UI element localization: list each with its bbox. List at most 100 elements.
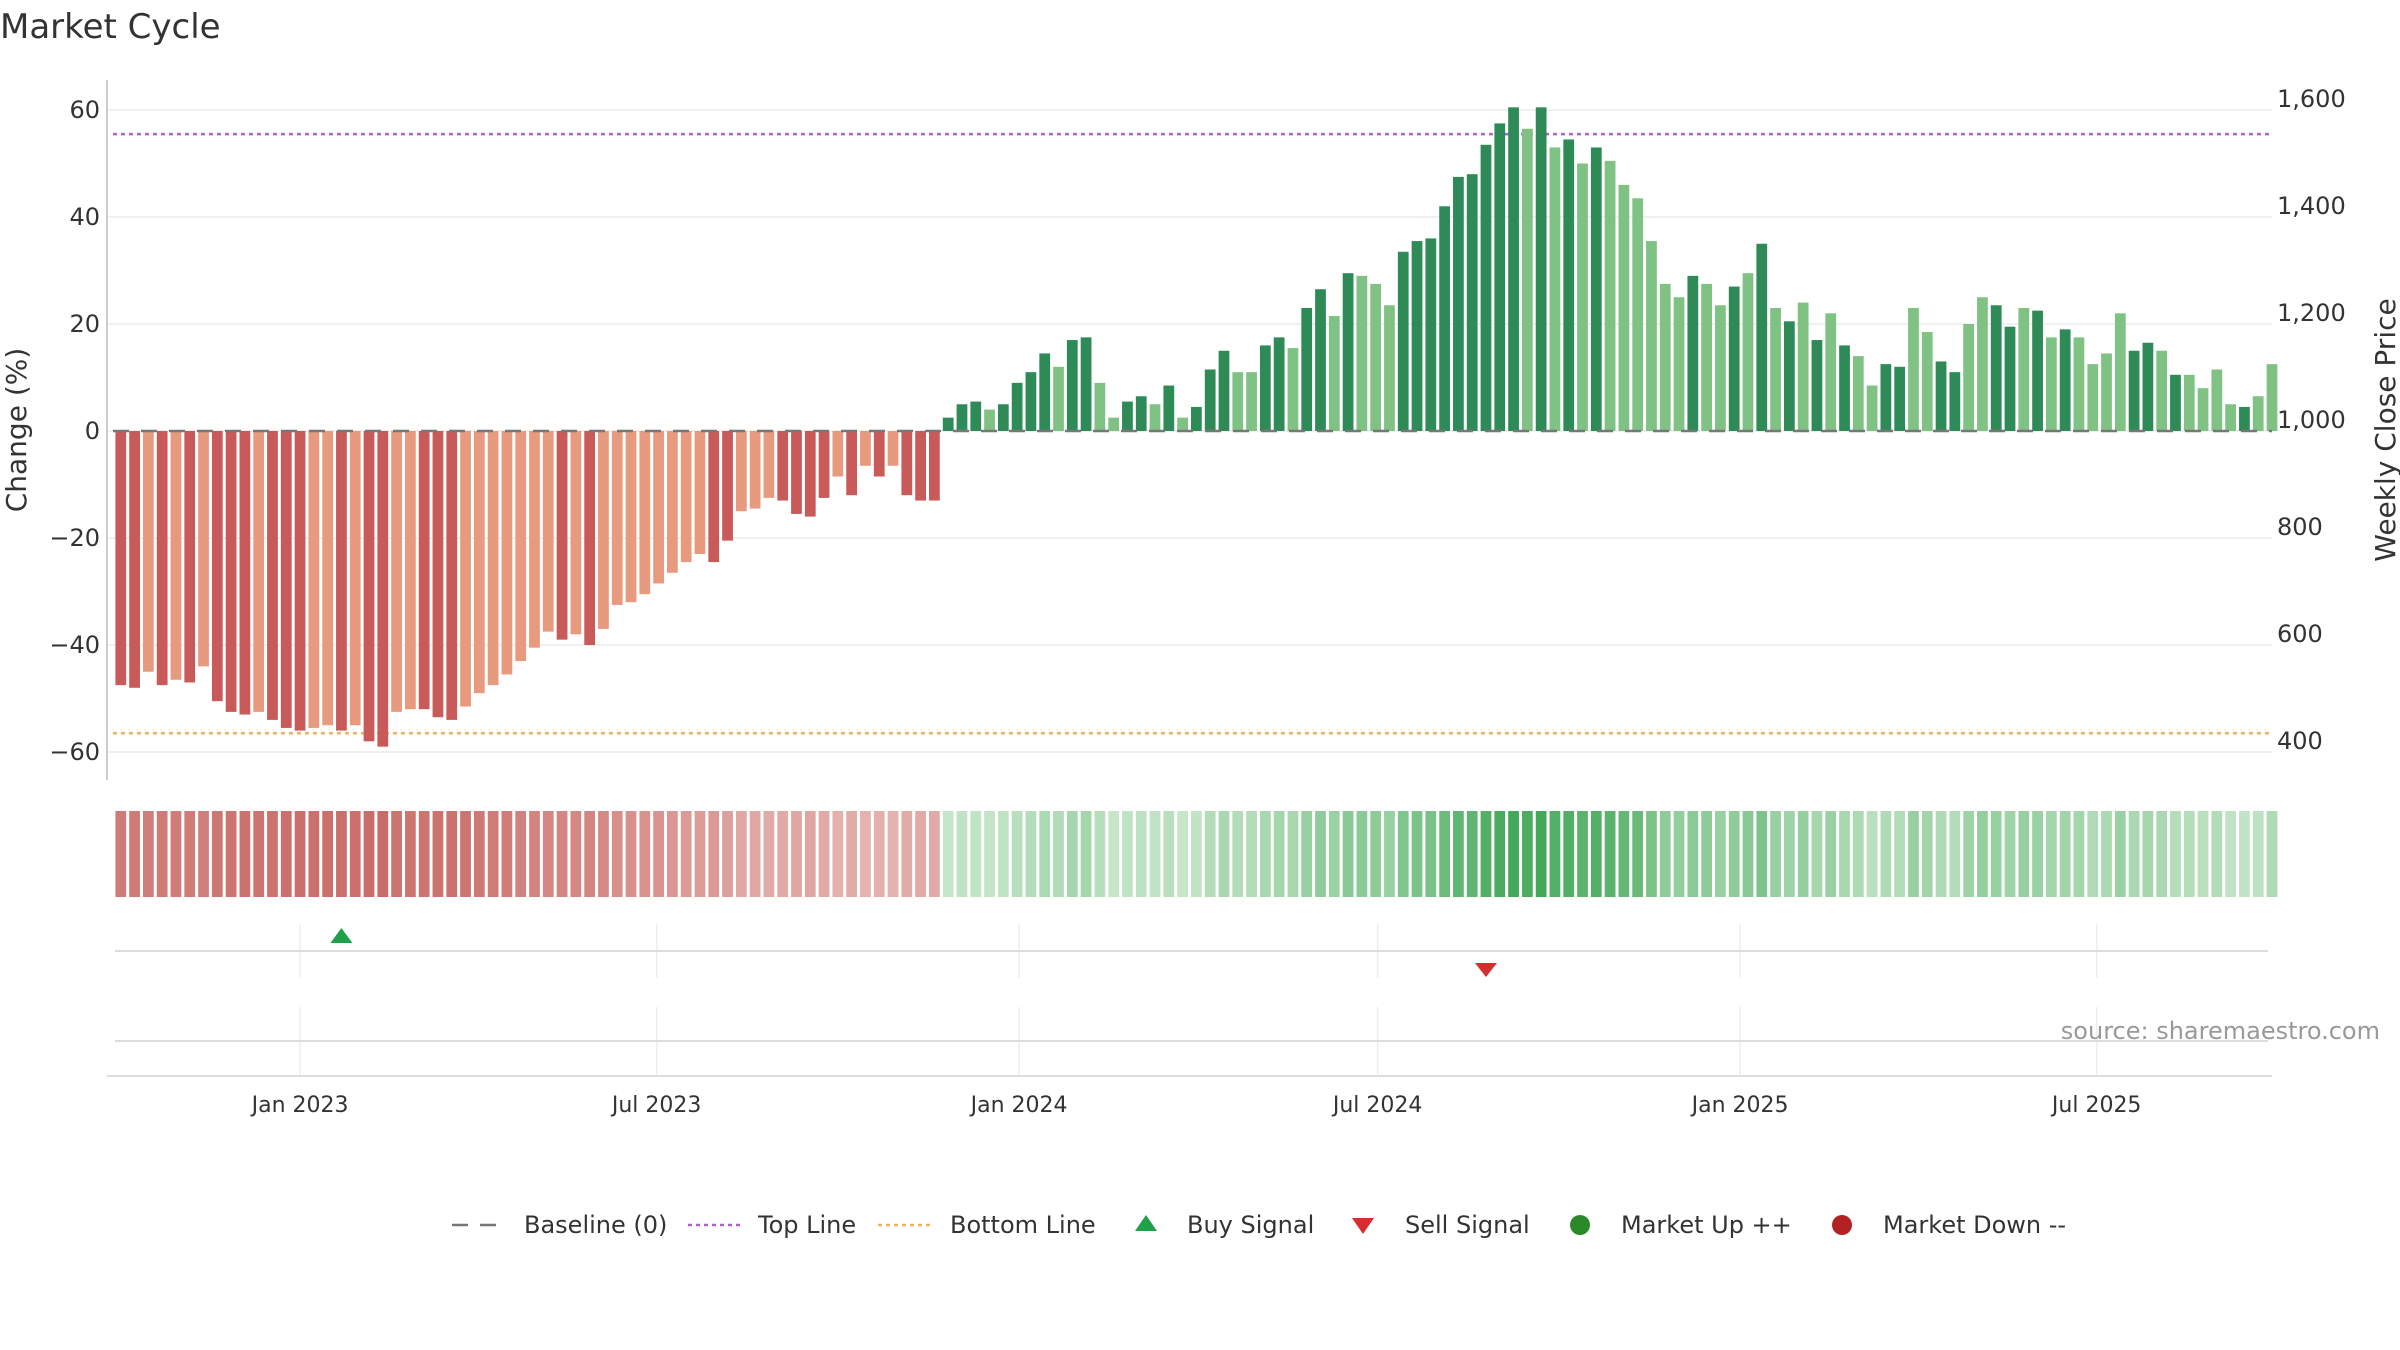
bar [405, 431, 416, 710]
heatmap-cell [267, 811, 278, 897]
bar [1094, 382, 1106, 431]
heatmap-cell [1811, 811, 1823, 897]
heatmap-cell [1894, 811, 1906, 897]
heatmap-cell [818, 811, 830, 897]
heatmap-cell [735, 811, 747, 897]
bar [584, 431, 596, 645]
heatmap-cell [1535, 811, 1547, 897]
heatmap-cell [1039, 811, 1051, 897]
bar [432, 431, 444, 718]
right-tick-label: 1,200 [2277, 299, 2346, 327]
heatmap-cell [1232, 811, 1244, 897]
heatmap-cell [1783, 811, 1795, 897]
heatmap-cell [1425, 811, 1437, 897]
heatmap-cell [667, 811, 678, 897]
heatmap-cell [2004, 811, 2016, 897]
bar [1218, 350, 1230, 431]
heatmap-cell [1287, 811, 1299, 897]
heatmap-cell [1191, 811, 1202, 897]
bar [2225, 404, 2237, 431]
bar [1908, 307, 1919, 431]
bar [1370, 283, 1382, 432]
bar [1439, 206, 1450, 431]
heatmap-cell [2211, 811, 2223, 897]
heatmap-cell [1259, 811, 1271, 897]
heatmap-cell [1577, 811, 1588, 897]
heatmap-cell [1453, 811, 1464, 897]
heatmap-cell [804, 811, 816, 897]
heatmap-cell [1632, 811, 1644, 897]
bar [115, 431, 127, 686]
bar [529, 431, 540, 648]
heatmap-cell [432, 811, 444, 897]
bar [1852, 356, 1864, 431]
heatmap-cell [1866, 811, 1878, 897]
heatmap-cell [363, 811, 375, 897]
right-tick-label: 1,600 [2277, 85, 2346, 113]
left-tick-label: −60 [49, 738, 100, 766]
bar [901, 431, 913, 496]
legend: Baseline (0) Top Line Bottom Line Buy Signa… [452, 1211, 2066, 1239]
heatmap-cell [1108, 811, 1120, 897]
bar [1990, 305, 2002, 431]
bar [1977, 297, 1988, 431]
bar [887, 431, 899, 466]
bar [1894, 366, 1906, 431]
heatmap-cell [749, 811, 761, 897]
heatmap-cell [239, 811, 251, 897]
bar [460, 431, 471, 707]
bar [446, 431, 458, 720]
legend-label: Market Down -- [1883, 1211, 2066, 1239]
heatmap-cell [956, 811, 968, 897]
left-axis-label: Change (%) [0, 348, 33, 513]
bar [1135, 396, 1147, 431]
heatmap-cell [2225, 811, 2237, 897]
bar [473, 431, 485, 694]
bar [198, 431, 209, 667]
heatmap-cell [2142, 811, 2154, 897]
bar [1149, 404, 1161, 431]
bar [1384, 305, 1395, 431]
bar [735, 431, 747, 512]
x-tick-label: Jul 2023 [610, 1093, 702, 1118]
x-tick-label: Jul 2024 [1331, 1093, 1423, 1118]
legend-item-down: Market Down -- [1832, 1211, 2066, 1239]
bar [1301, 307, 1313, 431]
heatmap-cell [1715, 811, 1726, 897]
bar [942, 417, 954, 432]
heatmap-cell [708, 811, 720, 897]
heatmap-cell [1439, 811, 1450, 897]
heatmap-cell [1963, 811, 1975, 897]
legend-item-sell: Sell Signal [1352, 1211, 1530, 1239]
bar [1039, 353, 1051, 431]
market-up-icon [1570, 1215, 1590, 1235]
heatmap-cell [777, 811, 789, 897]
bar [349, 431, 361, 726]
heatmap-cell [473, 811, 485, 897]
bar [1011, 382, 1023, 431]
heatmap-cell [1508, 811, 1519, 897]
bar [1742, 273, 1754, 431]
left-tick-label: 60 [69, 96, 100, 124]
heatmap-cell [694, 811, 706, 897]
bar [2032, 310, 2043, 431]
buy-signal-marker [330, 928, 353, 943]
bar [2266, 364, 2278, 432]
bar [1811, 340, 1823, 431]
heatmap-cell [1935, 811, 1947, 897]
bar [1466, 174, 1478, 431]
bar [2197, 388, 2209, 431]
bar [515, 431, 527, 662]
bar [694, 431, 706, 555]
heatmap-cell [322, 811, 334, 897]
bar [1935, 361, 1947, 431]
bar [1508, 107, 1519, 431]
heatmap-cell [253, 811, 265, 897]
bar [1025, 372, 1037, 431]
heatmap-strip [115, 811, 2278, 897]
heatmap-cell [280, 811, 292, 897]
heatmap-cell [1673, 811, 1685, 897]
bar [2073, 337, 2085, 432]
heatmap-cell [1480, 811, 1492, 897]
